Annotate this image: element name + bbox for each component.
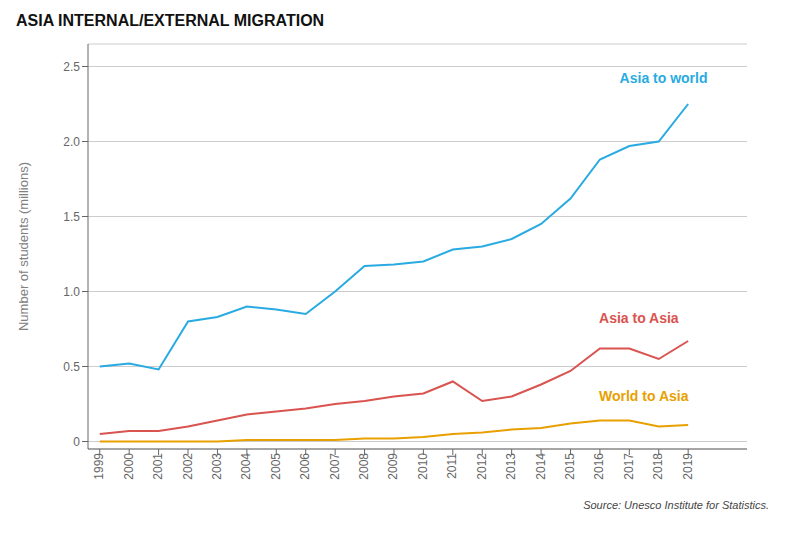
svg-text:2016: 2016 [592, 453, 606, 480]
svg-text:1.0: 1.0 [63, 285, 80, 299]
svg-text:2004: 2004 [239, 453, 253, 480]
svg-text:2010: 2010 [416, 453, 430, 480]
svg-text:2001: 2001 [151, 453, 165, 480]
svg-text:Asia to world: Asia to world [620, 70, 708, 86]
svg-text:1999: 1999 [92, 453, 106, 480]
html-text:ASIA INTERNAL/EXTERNAL MIGRATI: ASIA INTERNAL/EXTERNAL MIGRATION [16, 12, 325, 29]
svg-text:Asia to Asia: Asia to Asia [599, 310, 679, 326]
svg-text:1.5: 1.5 [63, 210, 80, 224]
svg-text:2015: 2015 [563, 453, 577, 480]
svg-text:2005: 2005 [269, 453, 283, 480]
html-text:Source: Unesco Institute for S: Source: Unesco Institute for Statistics. [583, 499, 769, 511]
svg-text:2008: 2008 [357, 453, 371, 480]
svg-text:2018: 2018 [651, 453, 665, 480]
svg-text:2002: 2002 [181, 453, 195, 480]
svg-text:2011: 2011 [445, 453, 459, 479]
svg-text:2003: 2003 [210, 453, 224, 480]
svg-text:2013: 2013 [504, 453, 518, 480]
svg-text:2007: 2007 [328, 453, 342, 480]
svg-text:2009: 2009 [386, 453, 400, 480]
svg-text:0: 0 [73, 435, 80, 449]
svg-text:2006: 2006 [298, 453, 312, 480]
svg-text:World to Asia: World to Asia [599, 388, 689, 404]
svg-text:0.5: 0.5 [63, 360, 80, 374]
svg-text:2014: 2014 [534, 453, 548, 480]
svg-text:2.0: 2.0 [63, 135, 80, 149]
svg-text:2.5: 2.5 [63, 60, 80, 74]
svg-text:2000: 2000 [122, 453, 136, 480]
svg-text:Number of students (millions): Number of students (millions) [16, 162, 31, 331]
svg-text:2017: 2017 [622, 453, 636, 480]
svg-text:2012: 2012 [475, 453, 489, 480]
svg-text:2019: 2019 [681, 453, 695, 480]
